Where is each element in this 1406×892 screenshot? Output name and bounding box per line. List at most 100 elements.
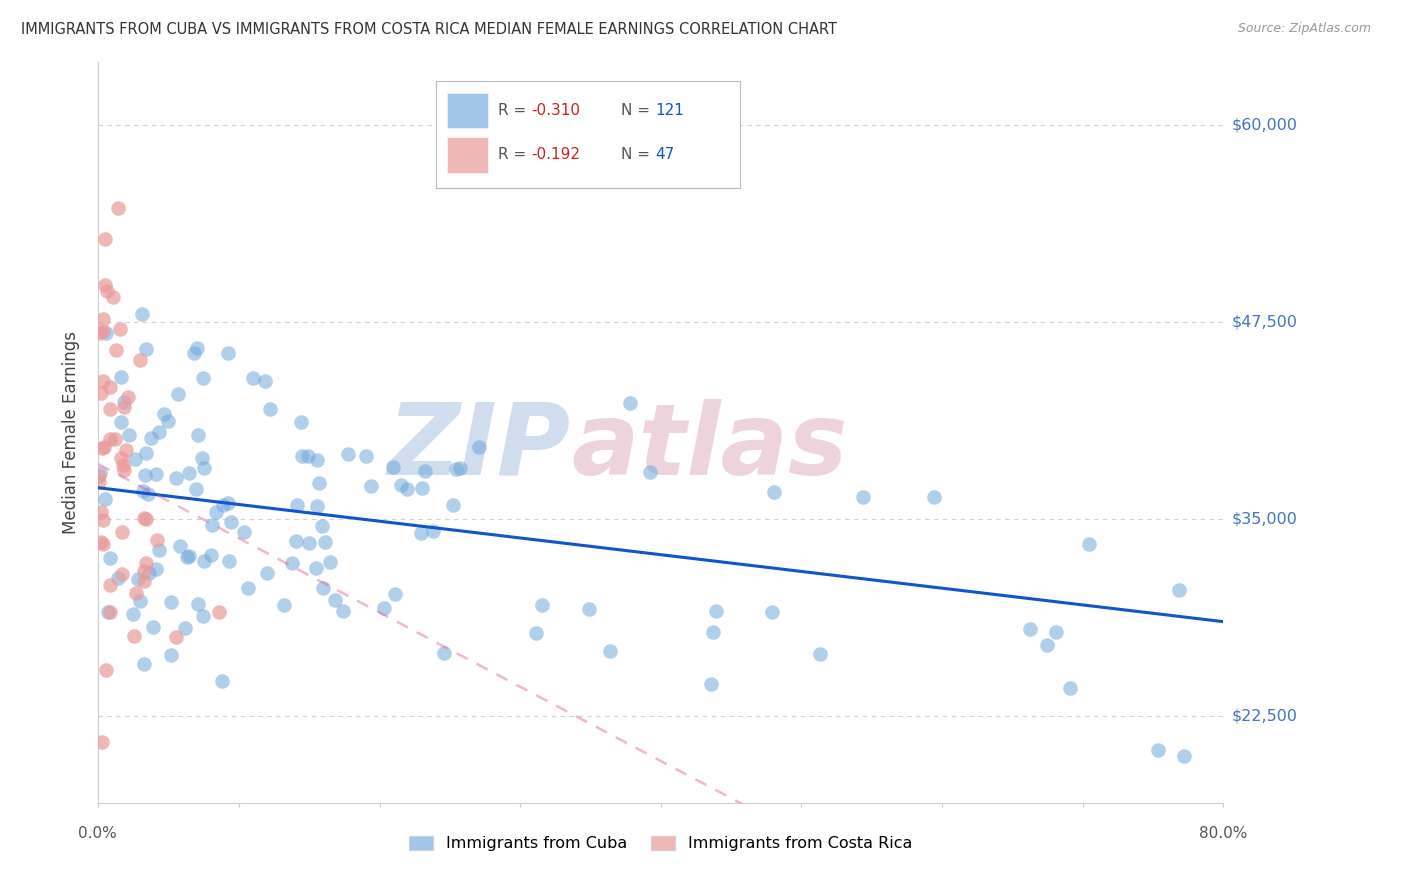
Point xyxy=(98,432,121,446)
Point xyxy=(184,482,207,496)
Point xyxy=(139,431,162,445)
Point xyxy=(135,556,157,570)
Text: $47,500: $47,500 xyxy=(1232,315,1298,330)
Point xyxy=(94,491,117,506)
Point xyxy=(273,598,295,612)
Point xyxy=(98,379,121,393)
Point xyxy=(148,542,170,557)
Point xyxy=(98,550,121,565)
Point xyxy=(89,326,111,340)
Point xyxy=(128,353,150,368)
Point xyxy=(396,482,419,496)
Point xyxy=(319,555,342,569)
Point xyxy=(165,631,187,645)
Point xyxy=(307,453,329,467)
Point xyxy=(311,518,333,533)
Point xyxy=(156,414,179,428)
Point xyxy=(433,647,456,661)
Point xyxy=(1168,582,1191,597)
Point xyxy=(332,604,354,618)
Point xyxy=(373,601,395,615)
Point xyxy=(110,451,132,466)
Point xyxy=(305,561,328,575)
Point xyxy=(298,536,321,550)
Point xyxy=(87,469,110,483)
Point xyxy=(449,461,471,475)
Point xyxy=(148,425,170,440)
Point xyxy=(208,605,231,619)
Point xyxy=(142,620,165,634)
Point xyxy=(121,607,143,621)
Point xyxy=(114,443,136,458)
Point xyxy=(704,603,727,617)
Point xyxy=(112,394,135,409)
Point xyxy=(200,548,222,562)
Point xyxy=(107,571,129,585)
FancyBboxPatch shape xyxy=(447,93,488,128)
Point xyxy=(127,572,149,586)
Point xyxy=(702,625,724,640)
Point xyxy=(242,371,264,385)
Point xyxy=(138,566,160,580)
Text: 121: 121 xyxy=(655,103,685,118)
Point xyxy=(160,648,183,662)
Point xyxy=(90,505,112,519)
Point xyxy=(132,657,155,671)
Point xyxy=(323,593,346,607)
Text: $35,000: $35,000 xyxy=(1232,512,1298,527)
Text: atlas: atlas xyxy=(571,399,848,496)
Point xyxy=(165,471,187,485)
Point xyxy=(191,609,214,624)
Point xyxy=(145,467,167,482)
FancyBboxPatch shape xyxy=(436,81,740,188)
Point xyxy=(135,446,157,460)
Point xyxy=(297,450,319,464)
Point xyxy=(104,433,127,447)
Point xyxy=(1019,623,1042,637)
Point xyxy=(96,284,118,298)
Point xyxy=(107,201,129,215)
Point xyxy=(134,574,156,589)
Point xyxy=(308,476,330,491)
Point xyxy=(233,525,256,540)
Text: N =: N = xyxy=(621,103,655,118)
Point xyxy=(201,517,224,532)
Point xyxy=(93,278,115,293)
Point xyxy=(91,311,114,326)
Point xyxy=(146,533,169,547)
Point xyxy=(112,401,135,415)
Point xyxy=(1059,681,1081,696)
Point xyxy=(285,534,308,549)
Point xyxy=(186,341,208,355)
Point xyxy=(191,371,214,385)
Point xyxy=(177,549,200,564)
Point xyxy=(93,441,115,455)
Text: 47: 47 xyxy=(655,147,675,162)
Point xyxy=(167,387,190,401)
Point xyxy=(91,441,114,455)
Point xyxy=(924,490,946,504)
Text: ZIP: ZIP xyxy=(388,399,571,496)
Point xyxy=(104,343,127,357)
Point xyxy=(280,557,302,571)
Point xyxy=(699,677,721,691)
Point xyxy=(111,566,134,581)
Point xyxy=(98,605,121,619)
Point xyxy=(305,499,328,513)
Point xyxy=(103,290,125,304)
Point xyxy=(110,370,132,384)
Point xyxy=(125,586,148,600)
Point xyxy=(160,595,183,609)
Point xyxy=(97,605,120,619)
Point xyxy=(312,582,335,596)
Point xyxy=(1036,638,1059,652)
Point xyxy=(145,562,167,576)
Point xyxy=(444,462,467,476)
Point xyxy=(381,459,404,474)
Point xyxy=(422,524,444,538)
Point xyxy=(93,537,115,551)
Text: $22,500: $22,500 xyxy=(1232,708,1298,723)
Point xyxy=(411,481,433,495)
Legend: Immigrants from Cuba, Immigrants from Costa Rica: Immigrants from Cuba, Immigrants from Co… xyxy=(404,830,918,858)
Text: $60,000: $60,000 xyxy=(1232,118,1298,133)
